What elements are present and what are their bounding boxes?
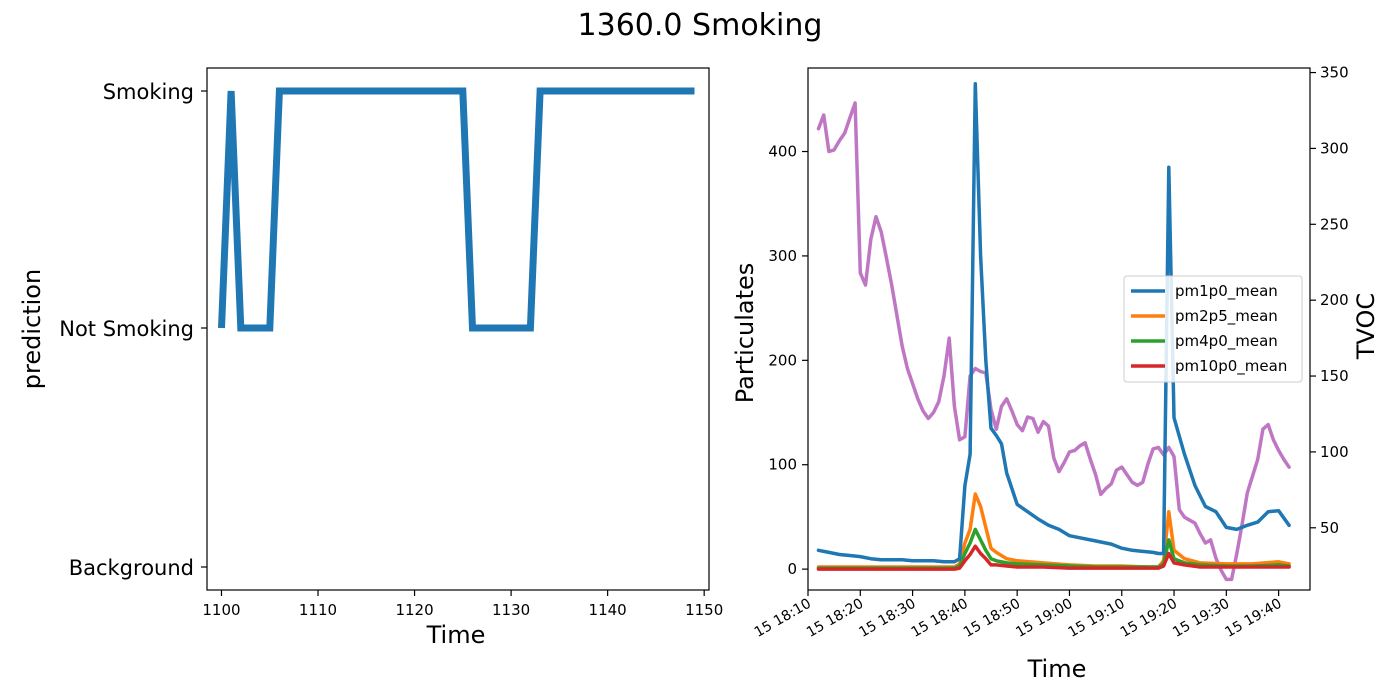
right-y2-tick-label: 50 <box>1320 519 1339 537</box>
figure-title: 1360.0 Smoking <box>577 8 823 43</box>
legend-label: pm2p5_mean <box>1175 307 1278 326</box>
left-y-axis-label: prediction <box>18 269 46 389</box>
left-x-tick-label: 1120 <box>395 601 433 619</box>
legend-label: pm1p0_mean <box>1175 282 1278 301</box>
right-x-tick-label: 15 19:00 <box>1013 596 1075 641</box>
left-y-tick-label: Background <box>69 556 194 580</box>
prediction-chart: 1100 1110 1120 1130 1140 1150 Background Not S… <box>18 67 723 649</box>
right-x-axis-label: Time <box>1027 655 1087 683</box>
right-plot-frame <box>807 67 1311 591</box>
legend-label: pm10p0_mean <box>1175 357 1287 376</box>
left-x-axis-label: Time <box>426 621 486 649</box>
right-x-tick-label: 15 19:40 <box>1222 596 1284 641</box>
prediction-line <box>218 87 695 332</box>
pm10p0_mean-line <box>816 544 1291 571</box>
left-plot-frame <box>206 67 710 591</box>
right-x-tick-label: 15 19:30 <box>1170 596 1232 641</box>
right-y2-tick-label: 250 <box>1320 215 1349 233</box>
right-x-tick-label: 15 19:20 <box>1118 596 1180 641</box>
right-y2-tick-label: 350 <box>1320 64 1349 82</box>
left-x-tick-label: 1150 <box>685 601 723 619</box>
pm4p0_mean-line <box>816 527 1291 570</box>
right-y2-tick-label: 100 <box>1320 443 1349 461</box>
right-y2-axis-label: TVOC <box>1352 293 1380 360</box>
pm2p5_mean-line <box>816 492 1291 569</box>
right-y2-tick-label: 300 <box>1320 139 1349 157</box>
right-x-tick-label: 15 18:50 <box>961 596 1023 641</box>
legend-frame <box>1123 275 1303 383</box>
right-x-tick-label: 15 18:30 <box>856 596 918 641</box>
right-y-tick-label: 400 <box>768 143 797 161</box>
legend: pm1p0_mean pm2p5_mean pm4p0_mean pm10p0_mea… <box>1123 275 1303 383</box>
right-y2-tick-label: 200 <box>1320 291 1349 309</box>
right-y-tick-label: 200 <box>768 351 797 369</box>
right-x-tick-label: 15 18:10 <box>752 596 814 641</box>
right-y2-tick-label: 150 <box>1320 367 1349 385</box>
left-y-tick-label: Smoking <box>103 80 194 104</box>
left-y-tick-label: Not Smoking <box>59 317 194 341</box>
right-y-tick-label: 300 <box>768 247 797 265</box>
tvoc-line <box>816 101 1291 582</box>
right-x-tick-label: 15 18:40 <box>909 596 971 641</box>
left-x-tick-label: 1110 <box>299 601 337 619</box>
right-y-axis-label: Particulates <box>731 263 759 404</box>
right-x-tick-label: 15 18:20 <box>804 596 866 641</box>
left-x-tick-label: 1130 <box>492 601 530 619</box>
right-x-tick-label: 15 19:10 <box>1066 596 1128 641</box>
left-x-tick-label: 1140 <box>589 601 627 619</box>
left-x-tick-label: 1100 <box>202 601 240 619</box>
pm1p0_mean-line <box>816 81 1291 564</box>
right-y-tick-label: 100 <box>768 456 797 474</box>
right-y-tick-label: 0 <box>787 560 797 578</box>
legend-label: pm4p0_mean <box>1175 332 1278 351</box>
